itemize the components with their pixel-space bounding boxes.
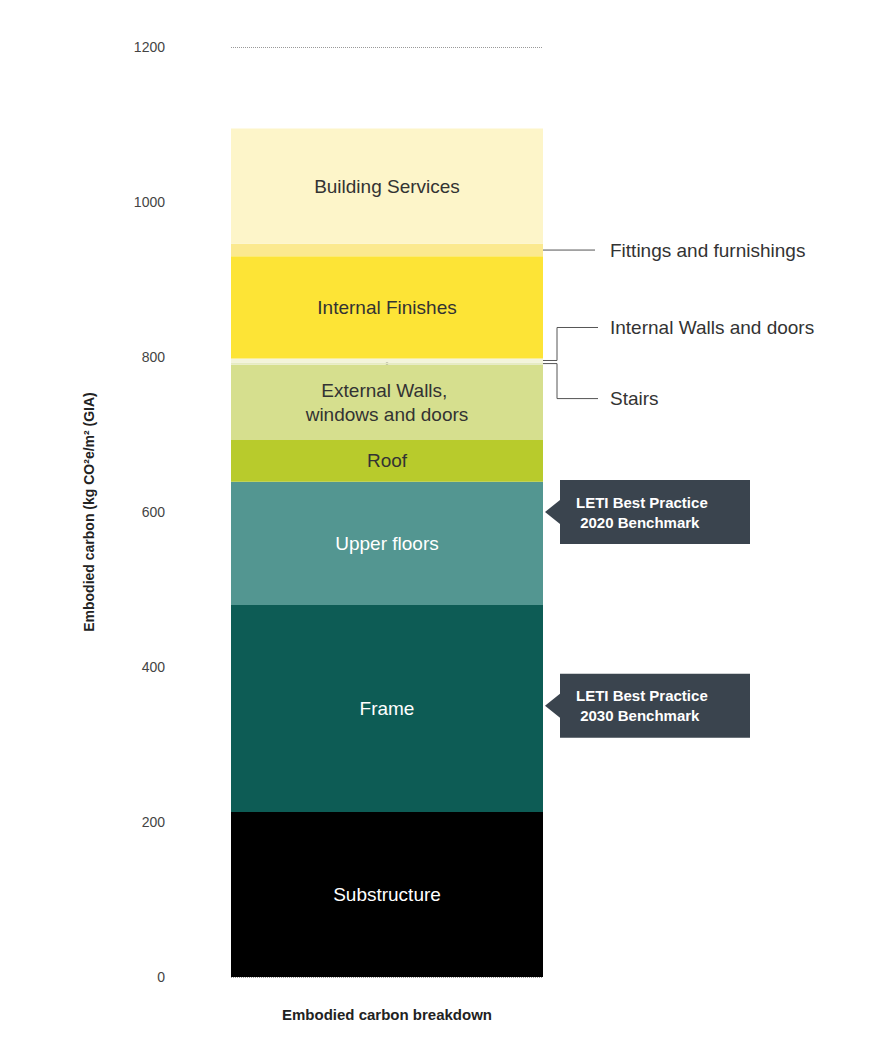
svg-text:Roof: Roof xyxy=(367,450,408,471)
svg-text:Substructure: Substructure xyxy=(333,884,441,905)
svg-text:0: 0 xyxy=(157,969,165,985)
svg-text:2030 Benchmark: 2030 Benchmark xyxy=(576,707,700,724)
svg-text:400: 400 xyxy=(142,659,166,675)
svg-text:1000: 1000 xyxy=(134,194,165,210)
svg-text:Fittings and furnishings: Fittings and furnishings xyxy=(610,240,805,261)
svg-text:Stairs: Stairs xyxy=(610,388,659,409)
svg-text:Internal Finishes: Internal Finishes xyxy=(317,297,456,318)
svg-text:800: 800 xyxy=(142,349,166,365)
svg-text:Internal Walls and doors: Internal Walls and doors xyxy=(610,317,814,338)
svg-text:Building Services: Building Services xyxy=(314,176,460,197)
svg-text:LETI Best Practice: LETI Best Practice xyxy=(576,687,708,704)
svg-text:LETI Best Practice: LETI Best Practice xyxy=(576,494,708,511)
svg-text:Upper floors: Upper floors xyxy=(335,533,439,554)
svg-text:windows and doors: windows and doors xyxy=(305,404,469,425)
svg-text:Embodied carbon (kg CO²e/m² (G: Embodied carbon (kg CO²e/m² (GIA) xyxy=(81,392,97,632)
svg-text:External Walls,: External Walls, xyxy=(321,380,452,401)
svg-text:2020 Benchmark: 2020 Benchmark xyxy=(576,514,700,531)
svg-text:Embodied carbon breakdown: Embodied carbon breakdown xyxy=(282,1006,492,1023)
svg-text:600: 600 xyxy=(142,504,166,520)
svg-text:200: 200 xyxy=(142,814,166,830)
svg-text:1200: 1200 xyxy=(134,39,165,55)
svg-text:Frame: Frame xyxy=(360,698,415,719)
